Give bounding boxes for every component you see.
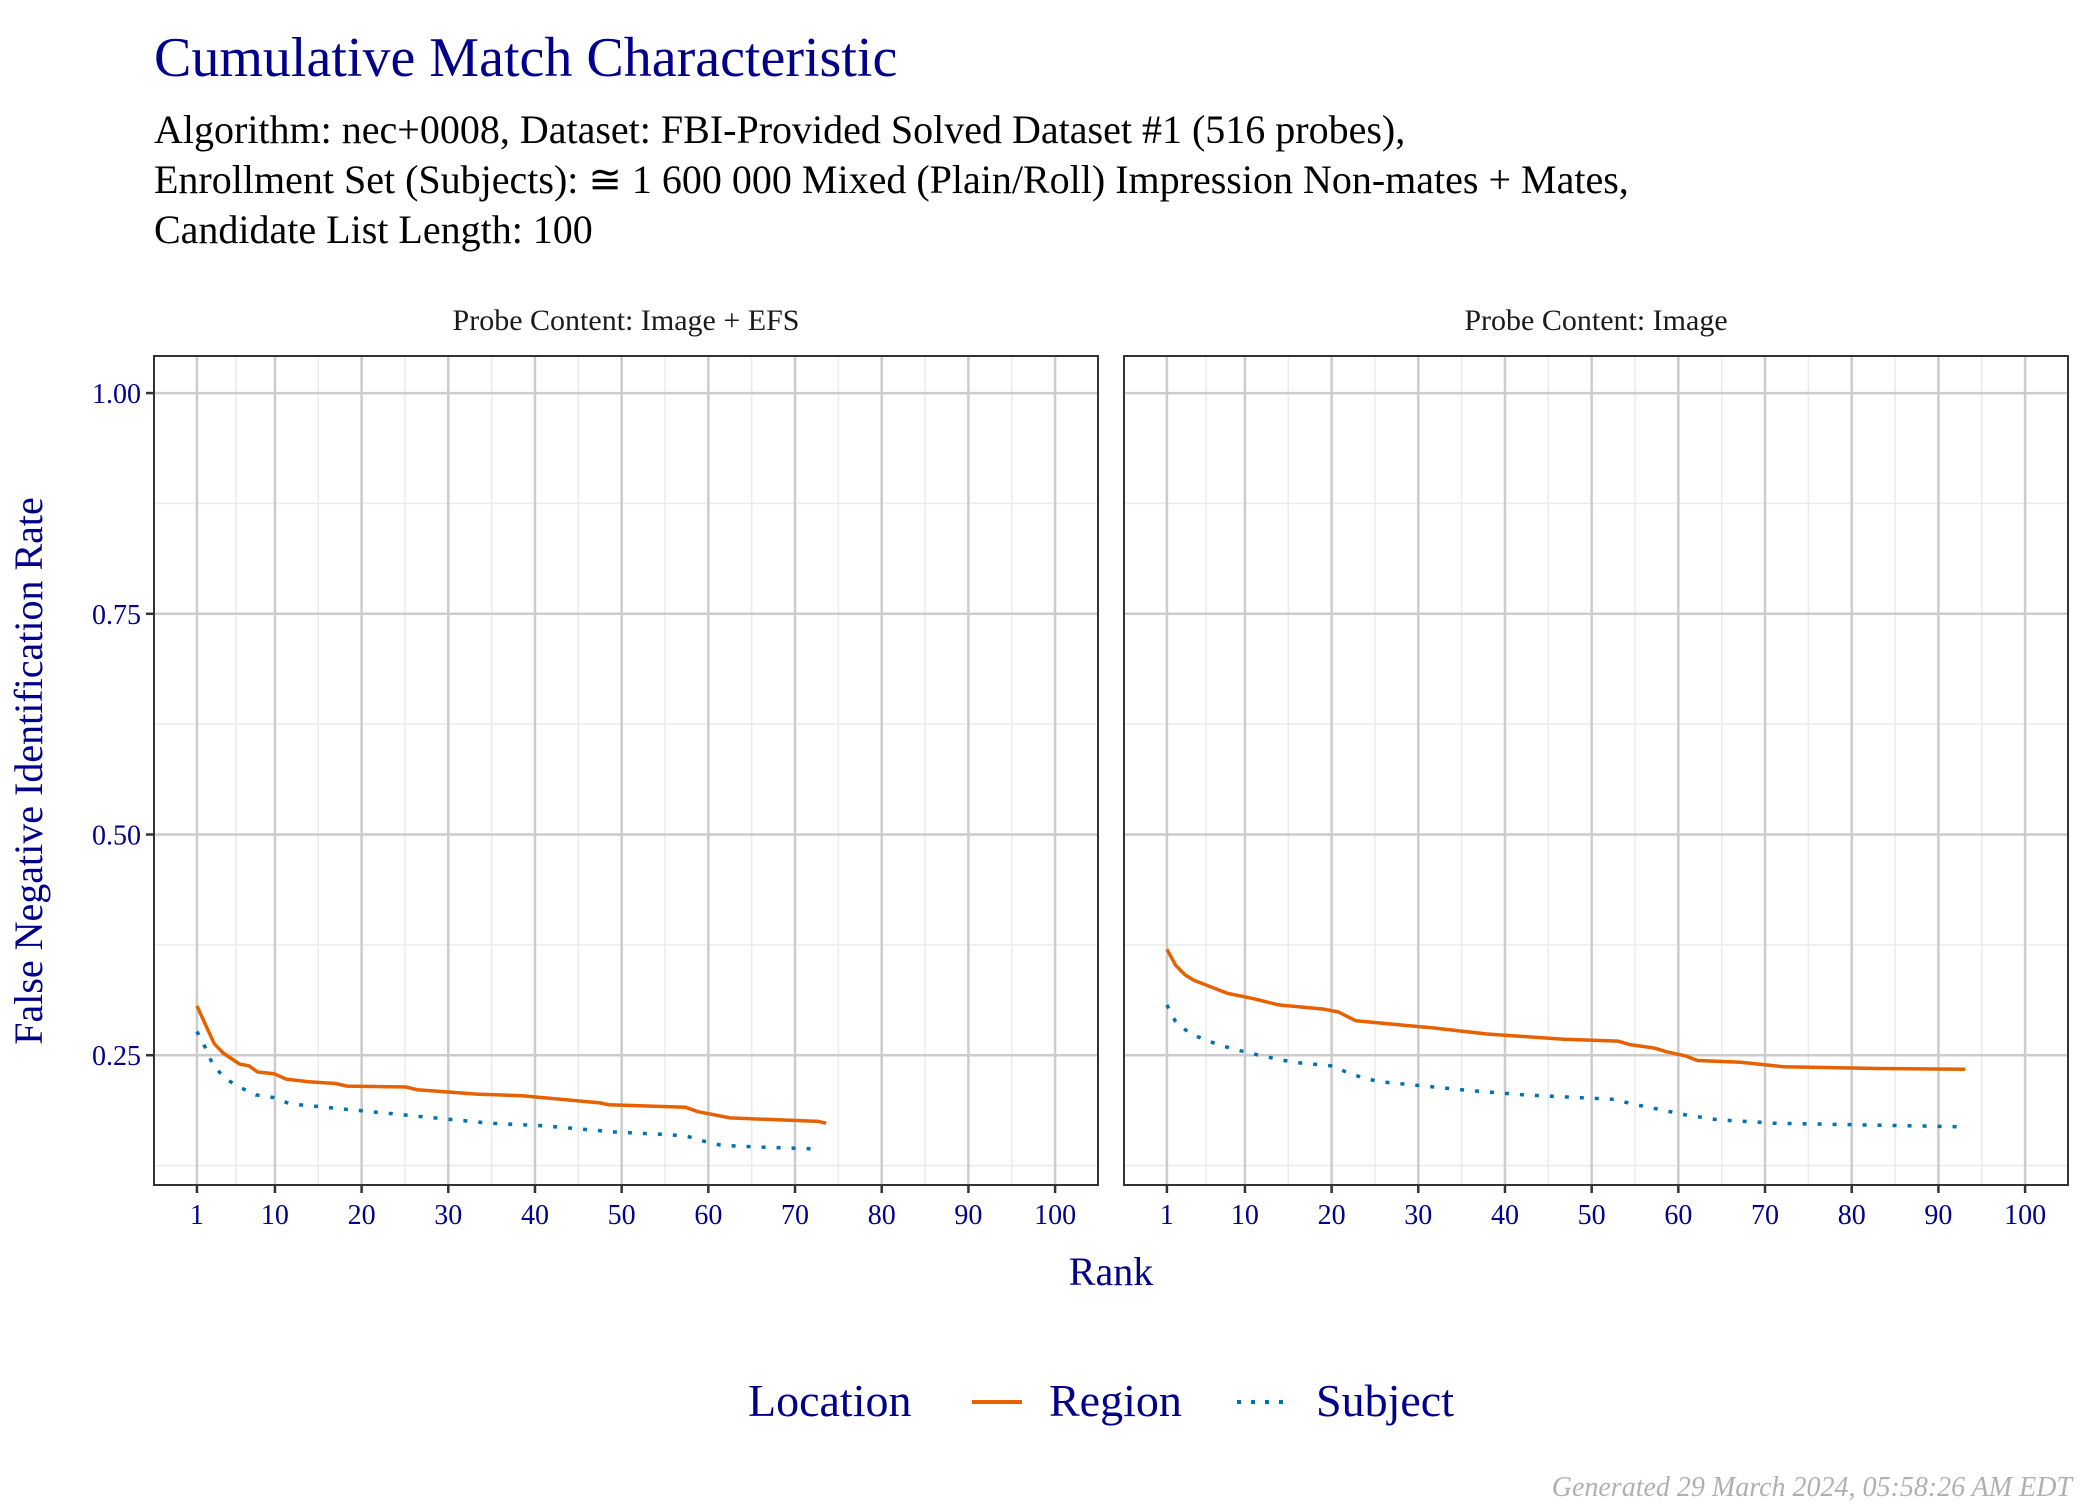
legend: Location Region Subject <box>748 1375 1454 1426</box>
x-tick-label: 40 <box>1491 1200 1519 1231</box>
x-tick-label: 60 <box>694 1200 722 1231</box>
y-tick-label: 0.75 <box>92 600 141 631</box>
subtitle-line-3: Candidate List Length: 100 <box>154 207 593 252</box>
x-tick-label: 10 <box>261 1200 289 1231</box>
y-tick-label: 1.00 <box>92 379 141 410</box>
x-tick-label: 1 <box>190 1200 204 1231</box>
x-tick-label: 20 <box>348 1200 376 1231</box>
y-tick-label: 0.25 <box>92 1041 141 1072</box>
x-tick-label: 20 <box>1318 1200 1346 1231</box>
series-region-line <box>1165 948 1966 1072</box>
generated-footer: Generated 29 March 2024, 05:58:26 AM EDT <box>1552 1472 2075 1500</box>
legend-title: Location <box>748 1375 912 1426</box>
chart-title: Cumulative Match Characteristic <box>154 27 897 89</box>
panel-background <box>154 356 1098 1185</box>
x-tick-label: 70 <box>1751 1200 1779 1231</box>
x-tick-label: 80 <box>868 1200 896 1231</box>
x-tick-label: 10 <box>1231 1200 1259 1231</box>
x-tick-label: 40 <box>521 1200 549 1231</box>
panel-border <box>1123 355 2069 1186</box>
x-tick-label: 90 <box>954 1200 982 1231</box>
x-axis-label: Rank <box>1069 1249 1153 1294</box>
x-tick-label: 1 <box>1160 1200 1174 1231</box>
x-tick-label: 100 <box>1034 1200 1076 1231</box>
y-axis-label: False Negative Identification Rate <box>6 497 51 1045</box>
panel-strip-label: Probe Content: Image + EFS <box>453 304 800 337</box>
panel-1: Probe Content: Image + EFS 1 10 20 30 40 50 60 7… <box>92 304 1099 1231</box>
x-tick-label: 100 <box>2004 1200 2046 1231</box>
y-tick-label: 0.50 <box>92 821 141 852</box>
x-tick-label: 30 <box>434 1200 462 1231</box>
x-tick-label: 50 <box>608 1200 636 1231</box>
series-subject-line <box>195 1030 813 1151</box>
subtitle-line-2: Enrollment Set (Subjects): ≅ 1 600 000 M… <box>154 157 1629 202</box>
x-tick-label: 30 <box>1404 1200 1432 1231</box>
legend-subject-label: Subject <box>1316 1375 1454 1426</box>
panel-strip-label: Probe Content: Image <box>1464 304 1727 337</box>
panel-border <box>153 355 1099 1186</box>
panel-background <box>1124 356 2068 1185</box>
x-tick-label: 90 <box>1924 1200 1952 1231</box>
series-subject-line <box>1165 1004 1957 1129</box>
panel-2: Probe Content: Image 1 10 20 30 40 50 60 70 80 90 1… <box>1123 304 2069 1231</box>
x-tick-label: 80 <box>1838 1200 1866 1231</box>
x-tick-label: 50 <box>1578 1200 1606 1231</box>
series-region-line <box>195 1005 827 1125</box>
x-tick-label: 60 <box>1664 1200 1692 1231</box>
x-tick-label: 70 <box>781 1200 809 1231</box>
legend-region-label: Region <box>1049 1375 1182 1426</box>
subtitle-line-1: Algorithm: nec+0008, Dataset: FBI-Provid… <box>154 107 1405 152</box>
